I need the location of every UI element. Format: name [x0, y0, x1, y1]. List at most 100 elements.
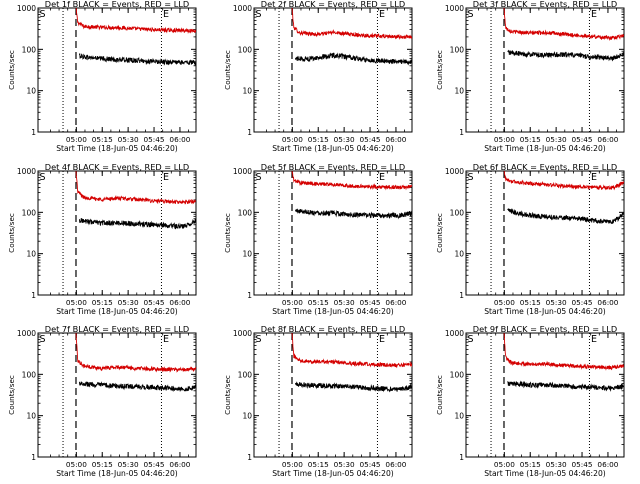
y-tick-label: 1000: [445, 329, 464, 338]
x-tick-label: 05:00: [66, 135, 87, 144]
detector-panel-5: Det 5f BLACK = Events, RED = LLD 1 10 100 10…: [223, 162, 413, 316]
series-line-events: [78, 218, 196, 230]
y-tick-label: 1: [31, 128, 36, 137]
x-tick-label: 05:00: [282, 460, 303, 469]
x-tick-label: 05:30: [118, 298, 139, 307]
x-tick-label: 06:00: [597, 135, 618, 144]
x-tick-label: 05:45: [572, 460, 593, 469]
y-tick-label: 10: [454, 412, 464, 421]
x-tick-label: 05:15: [520, 135, 541, 144]
x-tick-label: 05:30: [334, 135, 355, 144]
x-axis-label: Start Time (18-Jun-05 04:46:20): [484, 307, 606, 316]
x-tick-label: 05:15: [520, 298, 541, 307]
series-line-lld: [75, 171, 196, 205]
panel-title: Det 6f BLACK = Events, RED = LLD: [473, 162, 617, 172]
y-tick-label: 100: [238, 45, 253, 54]
panel-title: Det 4f BLACK = Events, RED = LLD: [45, 162, 189, 172]
x-tick-label: 05:00: [494, 135, 515, 144]
marker-label-e: E: [379, 334, 385, 345]
marker-label-e: E: [591, 9, 597, 20]
y-axis-label: Counts/sec: [435, 213, 444, 253]
x-tick-label: 05:00: [282, 298, 303, 307]
x-tick-label: 05:45: [572, 298, 593, 307]
y-tick-label: 100: [450, 370, 465, 379]
marker-label-s: S: [468, 9, 474, 20]
y-tick-label: 100: [22, 370, 37, 379]
x-tick-label: 06:00: [385, 298, 406, 307]
y-tick-label: 100: [450, 45, 465, 54]
marker-label-s: S: [40, 9, 46, 20]
x-axis-label: Start Time (18-Jun-05 04:46:20): [272, 307, 394, 316]
x-tick-label: 06:00: [385, 460, 406, 469]
marker-label-e: E: [379, 172, 385, 183]
series-line-events: [78, 53, 196, 66]
marker-label-e: E: [163, 172, 169, 183]
y-tick-label: 1000: [445, 167, 464, 176]
x-tick-label: 05:15: [308, 135, 329, 144]
detector-panel-4: Det 4f BLACK = Events, RED = LLD 1 10 100 10…: [7, 162, 197, 316]
plot-frame: [465, 332, 625, 458]
series-line-lld: [503, 171, 624, 191]
detector-panel-8: Det 8f BLACK = Events, RED = LLD 1 10 100 10…: [223, 324, 413, 478]
panel-title: Det 7f BLACK = Events, RED = LLD: [45, 324, 189, 334]
x-tick-label: 06:00: [385, 135, 406, 144]
marker-label-s: S: [256, 334, 262, 345]
series-line-lld: [75, 8, 196, 34]
y-tick-label: 1: [247, 291, 252, 300]
x-tick-label: 05:00: [494, 460, 515, 469]
detector-panel-1: Det 1f BLACK = Events, RED = LLD 1 10 100 10…: [7, 0, 197, 153]
y-axis-label: Counts/sec: [223, 50, 232, 90]
x-tick-label: 05:30: [546, 460, 567, 469]
series-line-lld: [291, 171, 412, 191]
y-axis-label: Counts/sec: [7, 50, 16, 90]
series-line-lld: [503, 8, 624, 41]
x-tick-label: 05:45: [360, 460, 381, 469]
panel-title: Det 9f BLACK = Events, RED = LLD: [473, 324, 617, 334]
x-axis-label: Start Time (18-Jun-05 04:46:20): [56, 307, 178, 316]
y-axis-label: Counts/sec: [7, 213, 16, 253]
panel-title: Det 2f BLACK = Events, RED = LLD: [261, 0, 405, 9]
y-tick-label: 100: [22, 208, 37, 217]
x-tick-label: 05:15: [308, 460, 329, 469]
marker-label-e: E: [163, 334, 169, 345]
x-tick-label: 05:45: [144, 460, 165, 469]
x-tick-label: 05:45: [360, 298, 381, 307]
marker-label-s: S: [40, 334, 46, 345]
y-axis-label: Counts/sec: [223, 213, 232, 253]
detector-panel-6: Det 6f BLACK = Events, RED = LLD 1 10 100 10…: [435, 162, 625, 316]
y-tick-label: 10: [242, 412, 252, 421]
plot-frame: [465, 170, 625, 296]
marker-label-e: E: [163, 9, 169, 20]
y-axis-label: Counts/sec: [223, 375, 232, 415]
series-line-events: [507, 49, 624, 62]
x-tick-label: 05:45: [572, 135, 593, 144]
x-tick-label: 05:30: [546, 135, 567, 144]
x-tick-label: 05:00: [66, 460, 87, 469]
x-axis-label: Start Time (18-Jun-05 04:46:20): [56, 144, 178, 153]
y-tick-label: 1000: [17, 4, 36, 13]
x-tick-label: 05:45: [144, 298, 165, 307]
y-tick-label: 10: [26, 87, 36, 96]
y-tick-label: 1: [247, 453, 252, 462]
x-tick-label: 05:15: [308, 298, 329, 307]
y-tick-label: 100: [238, 370, 253, 379]
panel-title: Det 8f BLACK = Events, RED = LLD: [261, 324, 405, 334]
y-tick-label: 1000: [17, 167, 36, 176]
series-line-events: [78, 381, 196, 392]
x-axis-label: Start Time (18-Jun-05 04:46:20): [272, 469, 394, 478]
y-tick-label: 10: [454, 250, 464, 259]
plot-frame: [253, 7, 413, 133]
series-line-lld: [503, 333, 624, 371]
panel-title: Det 5f BLACK = Events, RED = LLD: [261, 162, 405, 172]
y-tick-label: 1000: [233, 4, 252, 13]
marker-label-s: S: [468, 172, 474, 183]
marker-label-e: E: [591, 172, 597, 183]
x-axis-label: Start Time (18-Jun-05 04:46:20): [56, 469, 178, 478]
y-tick-label: 100: [22, 45, 37, 54]
y-tick-label: 1000: [233, 167, 252, 176]
x-tick-label: 05:45: [144, 135, 165, 144]
plot-frame: [253, 332, 413, 458]
y-axis-label: Counts/sec: [435, 50, 444, 90]
x-tick-label: 05:45: [360, 135, 381, 144]
detector-panel-7: Det 7f BLACK = Events, RED = LLD 1 10 100 10…: [7, 324, 197, 478]
